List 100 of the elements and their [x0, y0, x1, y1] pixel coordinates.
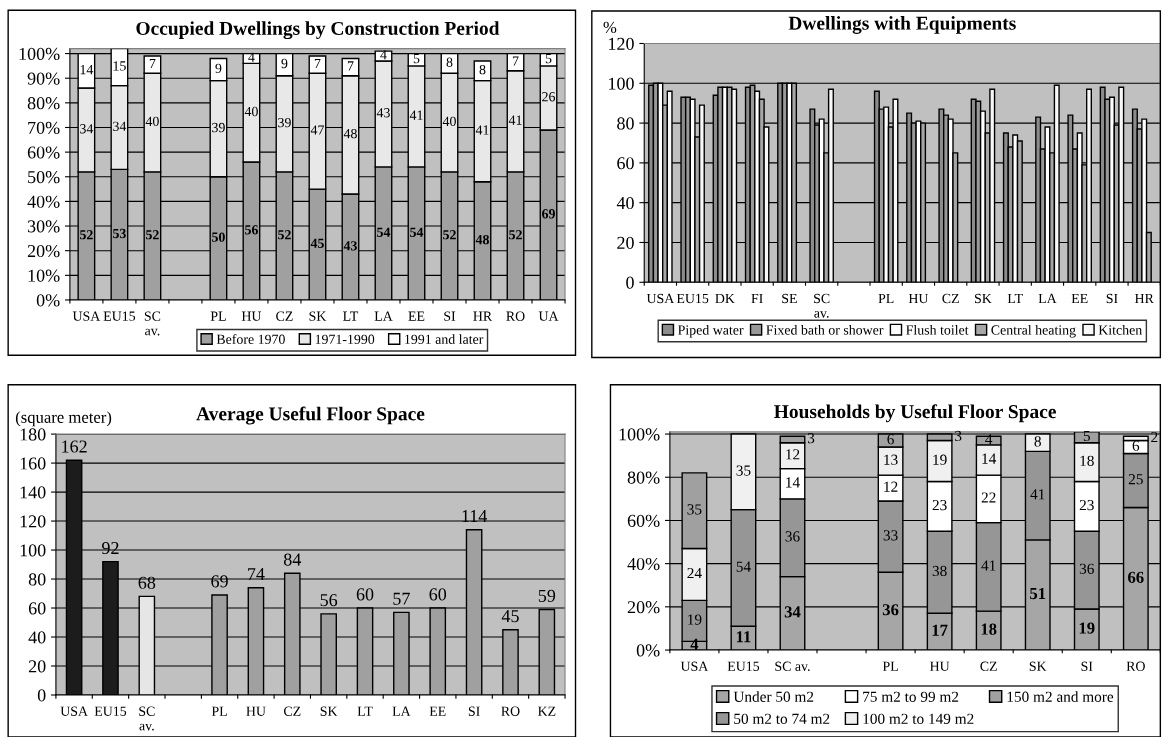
- x-tick-label: HU: [246, 706, 266, 716]
- data-label: 2: [1151, 431, 1158, 443]
- data-label: 12: [786, 449, 800, 460]
- data-label: 41: [409, 110, 423, 120]
- x-tick-label: SK: [974, 293, 992, 304]
- data-label: 60: [356, 588, 374, 601]
- data-label: 34: [113, 121, 127, 131]
- data-label: 43: [376, 108, 390, 118]
- legend-label: Fixed bath or shower: [766, 324, 884, 335]
- x-tick-label: SC av.: [814, 293, 830, 318]
- x-tick-label: RO: [1126, 661, 1145, 671]
- x-tick-label: EE: [429, 706, 446, 716]
- y-tick-label: 60%: [27, 146, 60, 159]
- y-tick-label: 40: [616, 196, 634, 210]
- data-label: 7: [314, 58, 321, 68]
- data-label: 6: [1132, 440, 1140, 451]
- y-tick-label: 0%: [36, 294, 60, 307]
- x-tick-label: HR: [1134, 293, 1154, 304]
- x-tick-label: SK: [309, 311, 327, 321]
- data-label: 36: [882, 604, 899, 616]
- legend-label: Under 50 m2: [733, 691, 814, 702]
- y-tick-label: 0%: [636, 644, 660, 657]
- data-label: 39: [278, 117, 291, 128]
- data-label: 50: [212, 232, 225, 242]
- y-tick-label: 50%: [28, 171, 60, 184]
- data-label: 52: [443, 230, 456, 240]
- data-label: 3: [807, 433, 815, 444]
- x-tick-label: DK: [715, 293, 735, 304]
- data-label: 41: [508, 115, 522, 125]
- data-label: 52: [80, 230, 93, 240]
- x-tick-label: RO: [501, 706, 520, 716]
- y-tick-label: 40: [28, 631, 46, 644]
- data-label: 84: [283, 553, 302, 566]
- data-label: 7: [149, 58, 156, 68]
- data-label: 14: [786, 477, 800, 488]
- y-tick-label: 90%: [27, 72, 60, 85]
- legend-label: Flush toilet: [906, 324, 969, 335]
- data-label: 7: [347, 61, 354, 71]
- data-label: 53: [113, 228, 126, 239]
- data-label: 43: [343, 241, 357, 251]
- y-tick-label: 60: [617, 157, 634, 170]
- x-tick-label: LA: [374, 311, 393, 321]
- data-label: 92: [102, 541, 119, 555]
- data-label: 12: [884, 481, 898, 492]
- x-tick-label: SI: [1106, 293, 1118, 304]
- data-label: 114: [462, 510, 488, 522]
- data-label: 34: [784, 606, 801, 618]
- legend-label: Before 1970: [216, 334, 285, 344]
- data-label: 19: [688, 614, 702, 625]
- data-label: 3: [955, 430, 962, 442]
- data-label: 45: [310, 238, 324, 248]
- legend-label: Piped water: [678, 324, 744, 338]
- y-tick-label: 100%: [619, 428, 660, 441]
- y-tick-label: 80%: [627, 471, 660, 484]
- data-label: 51: [1030, 587, 1046, 600]
- x-tick-label: CZ: [283, 706, 301, 716]
- x-tick-label: EU15: [727, 661, 760, 671]
- y-tick-label: 100%: [19, 47, 60, 61]
- data-label: 17: [932, 624, 948, 636]
- data-label: 40: [442, 116, 456, 127]
- data-label: 39: [212, 122, 225, 133]
- x-tick-label: UA: [538, 311, 559, 321]
- x-tick-label: SC av.: [775, 661, 810, 671]
- data-label: 25: [1128, 474, 1143, 485]
- data-label: 14: [982, 453, 997, 464]
- data-label: 33: [883, 530, 898, 541]
- data-label: 8: [479, 64, 486, 75]
- data-label: 11: [736, 631, 751, 643]
- x-tick-label: USA: [72, 311, 101, 321]
- x-tick-label: USA: [646, 293, 675, 304]
- x-tick-label: HU: [908, 293, 929, 304]
- x-tick-label: SC av.: [144, 311, 161, 336]
- data-label: 36: [785, 531, 800, 542]
- x-tick-label: CZ: [276, 311, 293, 321]
- x-tick-label: EE: [408, 311, 425, 321]
- x-tick-label: LT: [1007, 293, 1023, 304]
- chart-title: Average Useful Floor Space: [196, 406, 425, 425]
- data-label: 74: [248, 568, 265, 580]
- x-tick-label: FI: [751, 293, 763, 304]
- data-label: 38: [932, 565, 947, 577]
- data-label: 41: [475, 125, 489, 135]
- x-tick-label: EU15: [676, 293, 709, 304]
- data-label: 5: [413, 53, 420, 64]
- data-label: 23: [1079, 499, 1094, 511]
- x-tick-label: LA: [1038, 293, 1057, 304]
- data-label: 162: [62, 440, 87, 453]
- data-label: 18: [1080, 455, 1094, 466]
- x-tick-label: HU: [930, 661, 950, 671]
- x-tick-label: USA: [680, 661, 709, 671]
- data-label: 6: [887, 434, 894, 445]
- data-label: 41: [981, 560, 996, 571]
- y-tick-label: 0: [626, 276, 634, 289]
- y-tick-label: 140: [20, 486, 46, 499]
- data-label: 5: [545, 53, 552, 64]
- data-label: 18: [981, 623, 997, 635]
- data-label: 54: [377, 227, 391, 237]
- y-tick-label: 60%: [627, 514, 660, 527]
- data-label: 36: [1079, 563, 1094, 574]
- x-tick-label: PL: [210, 311, 226, 321]
- y-tick-label: 80: [617, 117, 634, 130]
